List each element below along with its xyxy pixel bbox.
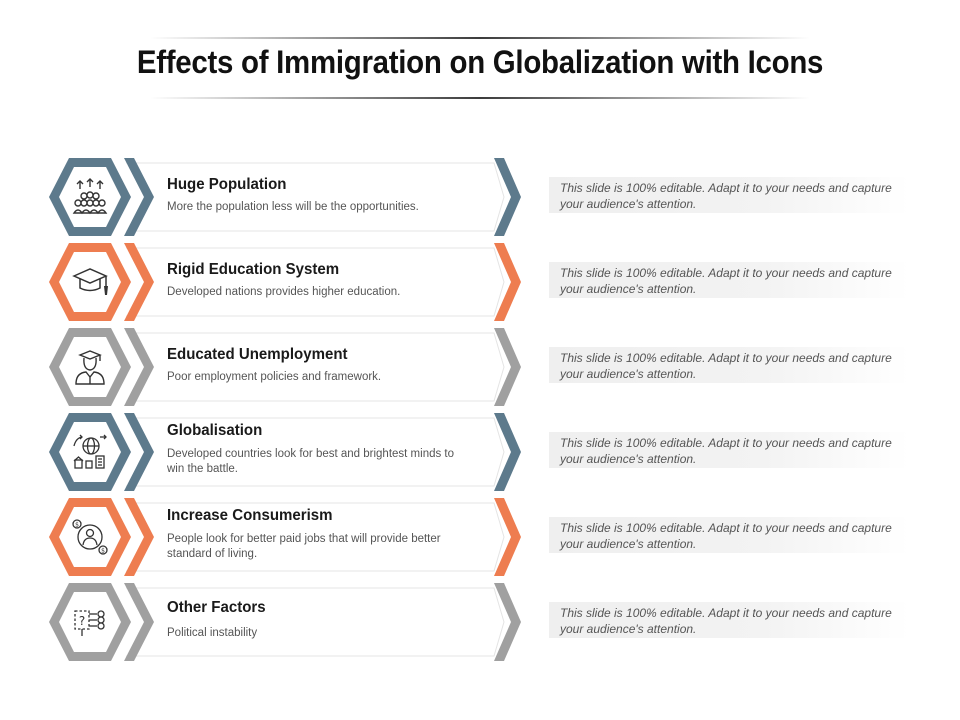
- item-description: People look for better paid jobs that wi…: [167, 533, 441, 560]
- item-description: Political instability: [167, 627, 258, 639]
- svg-text:$: $: [101, 548, 105, 555]
- item-title: Educated Unemployment: [167, 346, 348, 363]
- note-text: This slide is 100% editable. Adapt it to…: [549, 262, 909, 298]
- list-item: ? Other Factors Political instability: [0, 580, 960, 665]
- row-frame: [49, 328, 521, 406]
- svg-text:$: $: [75, 522, 79, 529]
- item-title: Rigid Education System: [167, 261, 340, 278]
- list-item: Globalisation Developed countries look f…: [0, 410, 960, 495]
- item-title: Globalisation: [167, 422, 263, 439]
- note-text: This slide is 100% editable. Adapt it to…: [549, 347, 909, 383]
- list-item: Rigid Education System Developed nations…: [0, 240, 960, 325]
- svg-text:?: ?: [79, 614, 85, 628]
- row-frame: [49, 158, 521, 236]
- list-item: $ $ Increase Consumerism People look for…: [0, 495, 960, 580]
- title-top-rule: [150, 37, 810, 39]
- graduate-person-icon: [75, 350, 105, 385]
- item-title: Increase Consumerism: [167, 507, 333, 524]
- note-text: This slide is 100% editable. Adapt it to…: [549, 517, 909, 553]
- globe-city-icon: [73, 434, 107, 469]
- note-text: This slide is 100% editable. Adapt it to…: [549, 602, 909, 638]
- item-description: Poor employment policies and framework.: [167, 371, 382, 383]
- item-description: Developed nations provides higher educat…: [167, 286, 401, 298]
- consumer-money-icon: $ $: [72, 519, 108, 555]
- note-text: This slide is 100% editable. Adapt it to…: [549, 177, 909, 213]
- graduation-cap-icon: [72, 268, 108, 295]
- population-icon: [72, 178, 108, 215]
- item-title: Other Factors: [167, 599, 266, 616]
- row-frame: [49, 243, 521, 321]
- list-item: Educated Unemployment Poor employment po…: [0, 325, 960, 410]
- item-description: Developed countries look for best and br…: [167, 448, 455, 475]
- list-item: Huge Population More the population less…: [0, 155, 960, 240]
- title-bottom-rule: [150, 97, 810, 99]
- slide-title: Effects of Immigration on Globalization …: [136, 44, 824, 80]
- item-title: Huge Population: [167, 176, 287, 193]
- question-flow-icon: ?: [74, 610, 105, 636]
- note-text: This slide is 100% editable. Adapt it to…: [549, 432, 909, 468]
- row-frame: [49, 583, 521, 661]
- item-description: More the population less will be the opp…: [167, 201, 419, 213]
